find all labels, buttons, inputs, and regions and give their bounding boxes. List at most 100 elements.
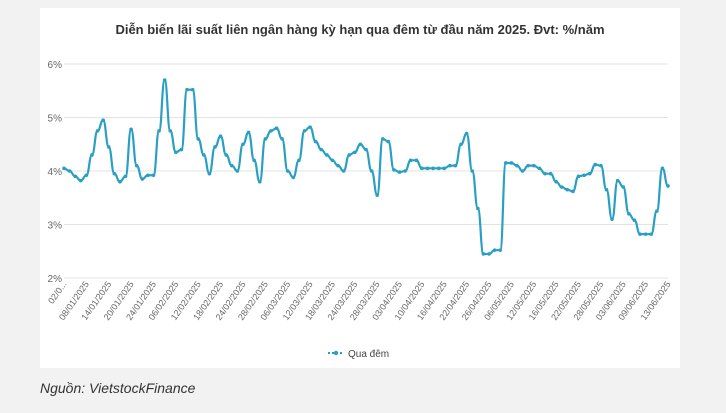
data-point xyxy=(62,166,66,171)
data-point xyxy=(492,248,497,252)
data-point xyxy=(308,125,312,129)
data-point xyxy=(263,137,268,141)
data-point xyxy=(599,163,603,168)
data-point xyxy=(67,169,72,173)
data-point xyxy=(531,163,536,168)
data-point xyxy=(386,139,391,144)
data-point xyxy=(571,189,575,194)
data-point xyxy=(118,179,122,184)
data-point xyxy=(196,137,201,141)
data-point xyxy=(515,163,519,168)
chart-title: Diễn biến lãi suất liên ngân hàng kỳ hạn… xyxy=(115,22,605,37)
data-point xyxy=(543,171,547,176)
data-point xyxy=(291,175,296,180)
data-point xyxy=(297,158,301,163)
data-point xyxy=(660,166,665,171)
data-point xyxy=(442,166,447,171)
data-point xyxy=(224,153,228,157)
data-point xyxy=(649,232,654,236)
data-point xyxy=(341,169,346,173)
data-point xyxy=(358,142,363,147)
data-point xyxy=(241,142,245,147)
data-point xyxy=(73,174,77,179)
data-point xyxy=(157,129,161,133)
data-point xyxy=(218,134,223,139)
data-point xyxy=(325,153,329,157)
y-tick-label: 4% xyxy=(48,167,63,178)
data-point xyxy=(414,158,419,163)
data-point xyxy=(487,252,491,256)
data-point xyxy=(190,87,195,92)
data-point xyxy=(257,179,262,184)
data-point xyxy=(90,153,94,157)
data-point xyxy=(638,232,642,236)
data-point xyxy=(448,163,452,168)
data-point xyxy=(330,158,335,163)
data-point xyxy=(520,169,525,173)
y-tick-label: 3% xyxy=(48,221,63,232)
data-point xyxy=(202,153,206,157)
data-point xyxy=(235,169,240,173)
line-chart: 2%3%4%5%6%02/0...08/01/202514/01/202520/… xyxy=(46,60,673,360)
data-point xyxy=(134,163,139,168)
data-point xyxy=(252,158,256,163)
data-point xyxy=(319,147,324,152)
data-point xyxy=(112,171,117,176)
data-point xyxy=(554,179,558,184)
data-point xyxy=(666,184,670,188)
data-point xyxy=(425,166,430,171)
data-point xyxy=(464,131,469,136)
data-point xyxy=(604,187,609,192)
data-point xyxy=(353,150,357,155)
data-point xyxy=(101,118,105,122)
data-point xyxy=(229,163,234,168)
series-line xyxy=(63,78,670,256)
data-point xyxy=(162,78,167,82)
data-point xyxy=(313,139,318,144)
legend-label: Qua đêm xyxy=(348,349,389,360)
data-point xyxy=(453,163,458,168)
data-point xyxy=(559,185,564,189)
data-point xyxy=(632,218,637,223)
data-point xyxy=(174,150,178,155)
data-point xyxy=(185,87,189,92)
data-point xyxy=(140,177,145,181)
data-point xyxy=(106,145,111,149)
data-point xyxy=(397,170,402,174)
data-point xyxy=(621,185,626,189)
data-point xyxy=(403,169,407,173)
data-point xyxy=(213,145,217,149)
data-point xyxy=(498,248,503,252)
data-point xyxy=(95,129,100,133)
data-point xyxy=(146,173,150,178)
data-point xyxy=(431,166,435,171)
data-point xyxy=(610,217,614,221)
data-point xyxy=(481,252,486,256)
source-note: Nguồn: VietstockFinance xyxy=(40,380,196,396)
data-point xyxy=(582,173,586,178)
data-point xyxy=(179,147,184,152)
data-point xyxy=(380,137,385,141)
data-point xyxy=(436,166,441,171)
data-point xyxy=(392,168,396,172)
data-point xyxy=(285,169,290,173)
data-point xyxy=(123,174,128,179)
data-point xyxy=(78,178,83,183)
data-point xyxy=(369,169,374,173)
data-point xyxy=(269,129,273,133)
data-point xyxy=(655,209,659,213)
data-point xyxy=(84,173,89,178)
data-point xyxy=(587,171,592,176)
data-point xyxy=(347,153,352,157)
data-point xyxy=(509,161,514,165)
chart-card: Diễn biến lãi suất liên ngân hàng kỳ hạn… xyxy=(40,8,680,368)
data-point xyxy=(246,130,251,135)
data-point xyxy=(151,173,156,178)
data-point xyxy=(548,171,553,176)
data-point xyxy=(470,169,475,173)
data-point xyxy=(476,206,480,211)
data-point xyxy=(207,171,212,176)
data-point xyxy=(459,142,463,147)
y-tick-label: 2% xyxy=(48,274,63,285)
data-point xyxy=(408,158,413,163)
